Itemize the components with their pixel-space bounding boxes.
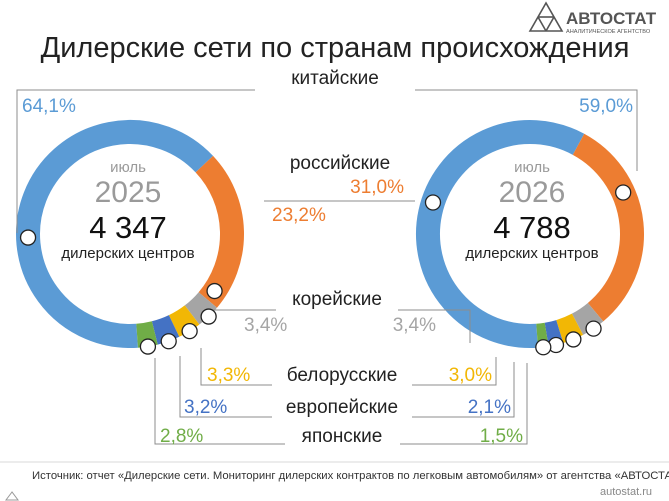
autostat-logo: АВТОСТАТ АНАЛИТИЧЕСКОЕ АГЕНТСТВО: [528, 1, 657, 35]
category-label-russian: российские: [290, 153, 390, 174]
connector-korean-right: [398, 309, 471, 343]
connector-european-left: [179, 356, 272, 418]
category-label-chinese: китайские: [291, 68, 379, 89]
segment-2025-belarusian: [168, 305, 200, 337]
segment-2025-russian: [195, 155, 244, 308]
marker-2026-belarusian: [565, 331, 582, 348]
connector-chinese: [16, 89, 255, 233]
value-2026-belarusian: 3,0%: [449, 365, 492, 386]
year-2025: 2025: [95, 176, 162, 209]
marker-2026-chinese: [615, 184, 632, 201]
chart-title: Дилерские сети по странам происхождения: [41, 32, 630, 64]
source-note: Источник: отчет «Дилерские сети. Монитор…: [32, 470, 669, 482]
value-2025-belarusian: 3,3%: [207, 365, 250, 386]
year-2026: 2026: [499, 176, 566, 209]
segment-2025-japanese: [136, 321, 158, 348]
marker-2026-russian: [424, 194, 442, 211]
segment-2026-european: [544, 320, 564, 347]
logo-name: АВТОСТАТ: [566, 9, 657, 28]
period-label-2026: июль: [514, 159, 550, 176]
site-url: autostat.ru: [600, 486, 652, 498]
category-label-european: европейские: [286, 397, 398, 418]
segment-2026-russian: [572, 133, 644, 322]
category-label-japanese: японские: [302, 426, 383, 447]
total-2025: 4 347: [89, 210, 167, 245]
value-2025-japanese: 2,8%: [160, 426, 203, 447]
connector-belarusian-left: [200, 348, 272, 386]
marker-2025-russian: [206, 282, 223, 300]
segment-2025-european: [151, 315, 180, 345]
connector-european-right: [412, 362, 515, 418]
value-2026-japanese: 1,5%: [480, 426, 523, 447]
marker-2026-japanese: [535, 339, 552, 356]
total-label-2026: дилерских центров: [465, 245, 598, 262]
connector-japanese-left: [154, 358, 285, 445]
logo-tagline: АНАЛИТИЧЕСКОЕ АГЕНТСТВО: [566, 29, 651, 35]
connector-chinese-right: [415, 89, 638, 171]
category-label-belarusian: белорусские: [287, 365, 398, 386]
marker-2025-korean: [200, 308, 217, 325]
connector-lines: [16, 89, 638, 445]
segment-2026-korean: [571, 302, 604, 335]
value-2025-european: 3,2%: [184, 397, 227, 418]
connector-belarusian-right: [412, 357, 497, 386]
segment-2025-korean: [184, 291, 217, 325]
total-2026: 4 788: [493, 210, 571, 245]
value-2025-russian: 23,2%: [272, 205, 326, 226]
marker-2025-chinese: [19, 229, 37, 246]
segment-2026-chinese: [415, 120, 585, 348]
total-label-2025: дилерских центров: [61, 245, 194, 262]
connector-japanese-right: [400, 363, 528, 445]
period-label-2025: июль: [110, 159, 146, 176]
segment-2025-chinese: [16, 120, 214, 348]
marker-2026-korean: [585, 320, 602, 337]
value-2026-russian: 31,0%: [350, 177, 404, 198]
marker-2025-belarusian: [181, 323, 198, 340]
value-2026-european: 2,1%: [468, 397, 511, 418]
logo-icon: [528, 1, 564, 32]
marker-2025-japanese: [139, 338, 157, 355]
footer-logo-icon: [5, 491, 19, 501]
value-2025-chinese: 64,1%: [22, 96, 76, 117]
segment-2026-japanese: [536, 322, 549, 348]
segment-2026-belarusian: [556, 313, 584, 344]
donut-2026: [415, 120, 644, 348]
marker-2025-european: [160, 333, 177, 350]
markers: [19, 184, 632, 356]
value-2026-korean: 3,4%: [393, 315, 436, 336]
value-2026-chinese: 59,0%: [579, 96, 633, 117]
value-2025-korean: 3,4%: [244, 315, 287, 336]
category-label-korean: корейские: [292, 289, 382, 310]
